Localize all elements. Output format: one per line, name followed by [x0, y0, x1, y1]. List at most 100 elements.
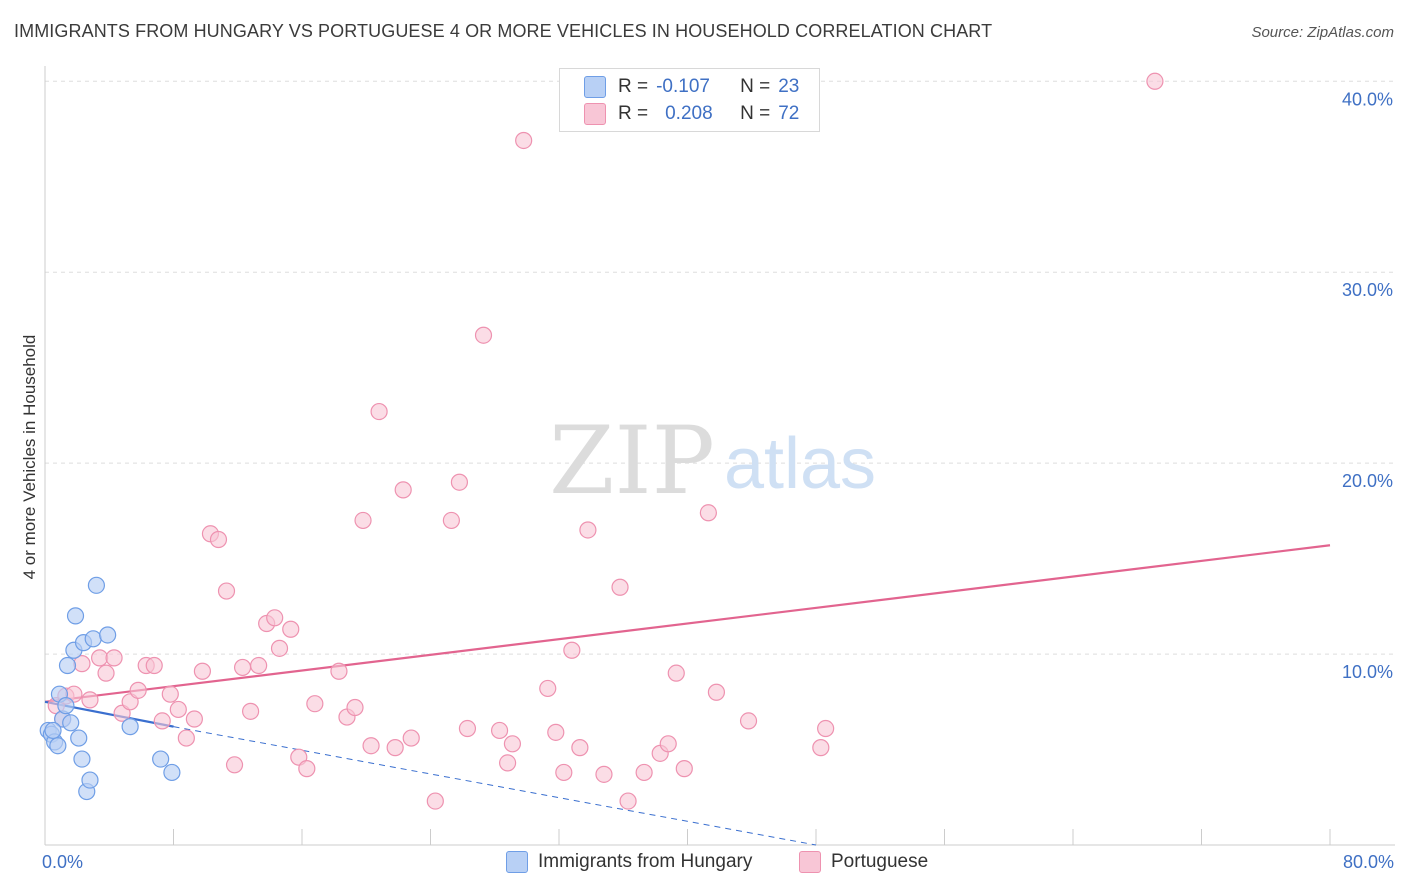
portuguese-point [242, 702, 260, 720]
hungary-point [121, 718, 139, 736]
portuguese-point [515, 131, 533, 150]
hungary-n-value: 23 [778, 76, 800, 97]
portuguese-n-value: 72 [778, 103, 800, 124]
portuguese-point [330, 662, 348, 680]
portuguese-point [817, 719, 835, 738]
portuguese-point [699, 504, 717, 522]
portuguese-point [282, 620, 300, 638]
watermark-zip: ZIP [549, 407, 715, 516]
n-label: N = [740, 103, 771, 124]
portuguese-point [547, 723, 565, 741]
portuguese-point [402, 729, 420, 747]
portuguese-point [306, 695, 324, 713]
portuguese-point [442, 511, 460, 530]
portuguese-point [579, 521, 597, 539]
trend-layer [44, 544, 1331, 846]
hungary-point [58, 656, 77, 675]
hungary-trend-extension [173, 726, 817, 846]
x-tick-min: 0.0% [42, 852, 84, 872]
portuguese-point [270, 639, 289, 657]
hungary-point [49, 737, 67, 755]
legend-label-hungary: Immigrants from Hungary [538, 851, 753, 872]
n-label: N = [740, 76, 771, 97]
portuguese-point [503, 735, 522, 753]
portuguese-point [1146, 72, 1164, 90]
axis-layer [44, 66, 1395, 846]
portuguese-trend-line [44, 544, 1331, 703]
portuguese-point [659, 735, 677, 753]
portuguese-point [81, 691, 99, 709]
portuguese-point [354, 511, 372, 530]
portuguese-point [217, 582, 236, 600]
portuguese-point [474, 326, 493, 344]
portuguese-point [675, 760, 693, 778]
portuguese-point [193, 662, 212, 680]
hungary-point [152, 750, 170, 768]
portuguese-point [426, 792, 444, 810]
source-label: Source: ZipAtlas.com [1251, 24, 1394, 41]
r-label: R = [618, 76, 649, 97]
portuguese-point [555, 763, 573, 782]
hungary-point [163, 763, 181, 782]
hungary-point [44, 721, 62, 740]
portuguese-point [266, 609, 284, 627]
portuguese-point [539, 679, 557, 698]
portuguese-point [707, 683, 726, 701]
portuguese-point [499, 754, 517, 772]
hungary-legend-swatch [506, 851, 528, 873]
hungary-point [87, 576, 106, 594]
portuguese-point [209, 530, 228, 549]
portuguese-point [667, 664, 685, 682]
y-axis-label: 4 or more Vehicles in Household [20, 334, 39, 580]
point-layer [39, 72, 1164, 810]
y-tick-label: 40.0% [1342, 89, 1393, 109]
portuguese-point [97, 664, 115, 682]
y-tick-label: 20.0% [1342, 471, 1393, 491]
portuguese-point [105, 649, 123, 667]
portuguese-point [739, 712, 758, 730]
portuguese-point [370, 402, 388, 421]
hungary-point [81, 771, 99, 789]
legend-item-hungary[interactable]: Immigrants from Hungary [506, 851, 752, 873]
hungary-point [84, 630, 102, 648]
portuguese-point [129, 681, 147, 699]
portuguese-r-value: 0.208 [665, 103, 713, 124]
portuguese-point [145, 656, 163, 675]
portuguese-point [611, 578, 629, 596]
hungary-r-value: -0.107 [656, 76, 710, 97]
portuguese-point [394, 481, 412, 499]
r-label: R = [618, 103, 649, 124]
portuguese-point [458, 719, 477, 738]
portuguese-point [153, 712, 171, 730]
hungary-point [99, 626, 117, 644]
hungary-point [62, 714, 80, 732]
correlation-legend: R = -0.107 N = 23 R = 0.208 N = 72 [559, 68, 820, 132]
grid-layer [45, 80, 1395, 655]
portuguese-point [161, 685, 179, 703]
portuguese-point [91, 649, 109, 667]
legend-item-portuguese[interactable]: Portuguese [799, 851, 928, 873]
x-tick-max: 80.0% [1342, 852, 1394, 872]
portuguese-point [619, 792, 637, 810]
portuguese-point [812, 739, 830, 757]
portuguese-point [450, 473, 469, 491]
portuguese-point [362, 737, 380, 755]
legend-label-portuguese: Portuguese [831, 851, 929, 872]
hungary-point [73, 750, 91, 768]
portuguese-point [346, 698, 364, 717]
portuguese-point [225, 756, 244, 774]
series-legend: Immigrants from Hungary Portuguese [0, 851, 1406, 877]
portuguese-point [298, 760, 316, 778]
watermark-atlas: atlas [724, 424, 876, 504]
portuguese-swatch [584, 103, 606, 125]
legend-row-hungary: R = -0.107 N = 23 [584, 74, 799, 100]
ytick-layer: 10.0% 20.0% 30.0% 40.0% [1342, 89, 1393, 682]
hungary-swatch [584, 76, 606, 98]
y-tick-label: 10.0% [1342, 662, 1393, 682]
portuguese-point [185, 710, 203, 728]
portuguese-point [250, 656, 268, 675]
portuguese-point [490, 721, 509, 740]
watermark: ZIP atlas [549, 407, 876, 516]
portuguese-legend-swatch [799, 851, 821, 873]
